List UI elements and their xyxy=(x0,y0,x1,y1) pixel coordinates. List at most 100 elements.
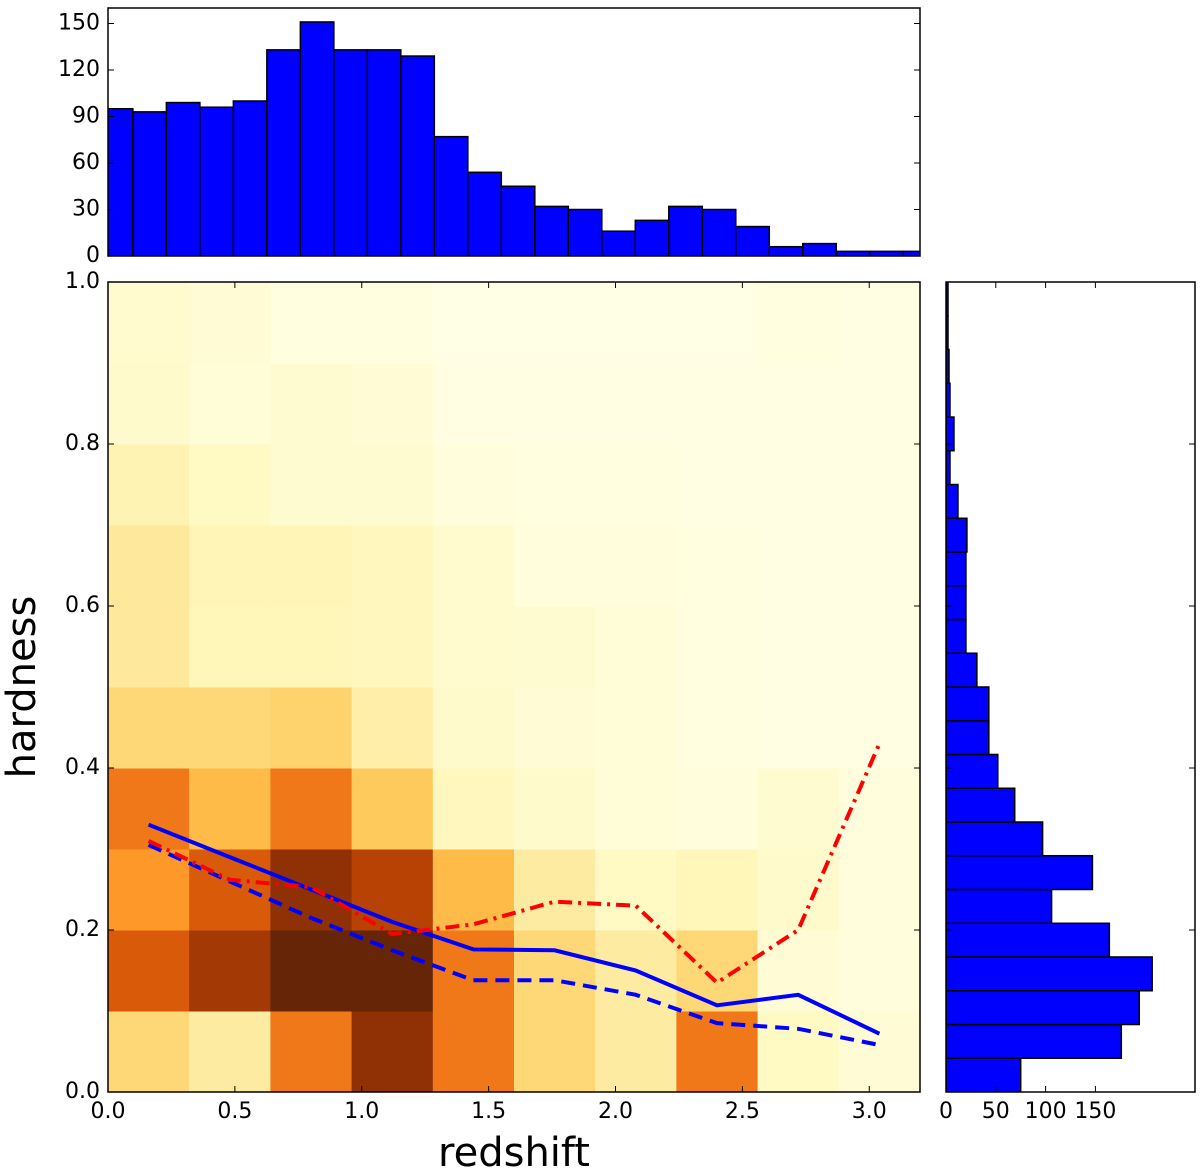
heatmap-cell xyxy=(351,282,434,364)
heatmap-cell xyxy=(108,606,190,688)
heatmap-cell xyxy=(757,687,840,769)
heatmap-cell xyxy=(757,282,840,364)
heatmap-cell xyxy=(838,444,920,526)
histogram-bar xyxy=(946,686,990,722)
heatmap-cell xyxy=(351,363,434,445)
histogram-bar xyxy=(668,205,704,256)
heatmap-cell xyxy=(189,849,271,931)
heatmap-cell xyxy=(189,525,271,607)
histogram-bar xyxy=(366,49,402,256)
heatmap-cell xyxy=(108,930,190,1012)
heatmap-cell xyxy=(108,1011,190,1092)
heatmap-cell xyxy=(432,849,515,931)
histogram-bar xyxy=(946,888,1053,925)
heatmap-cell xyxy=(351,606,434,688)
x-tick-label: 0.5 xyxy=(217,1099,252,1124)
heatmap-cell xyxy=(838,1011,920,1092)
histogram-bar xyxy=(534,205,570,256)
heatmap-cell xyxy=(514,363,596,445)
heatmap-cell xyxy=(595,606,677,688)
heatmap-cell xyxy=(108,849,190,931)
heatmap-cell xyxy=(432,363,515,445)
x-tick-label: 150 xyxy=(1074,1099,1116,1124)
heatmap-cell xyxy=(838,930,920,1012)
heatmap-cell xyxy=(270,768,353,850)
y-tick-label: 0.6 xyxy=(65,593,100,618)
heatmap-cell xyxy=(514,768,596,850)
heatmap-cell xyxy=(676,282,759,364)
histogram-bar xyxy=(946,1023,1123,1059)
heatmap-cell xyxy=(108,525,190,607)
histogram-bar xyxy=(266,49,302,256)
histogram-bar xyxy=(946,753,999,790)
histogram-bar xyxy=(433,135,469,256)
heatmap-cell xyxy=(108,687,190,769)
histogram-bar xyxy=(946,922,1111,958)
y-tick-label: 0.4 xyxy=(65,755,100,780)
heatmap-cell xyxy=(757,768,840,850)
heatmap-cell xyxy=(595,525,677,607)
histogram-bar xyxy=(902,250,920,256)
histogram-bar xyxy=(108,108,134,256)
histogram-bar xyxy=(634,219,670,256)
x-tick-label: 100 xyxy=(1025,1099,1067,1124)
heatmap-cell xyxy=(676,849,759,931)
plot-area xyxy=(946,282,1153,1092)
heatmap-cell xyxy=(595,768,677,850)
y-tick-label: 1.0 xyxy=(65,269,100,294)
plot-area xyxy=(108,282,920,1092)
histogram-bar xyxy=(768,245,804,256)
y-tick-label: 150 xyxy=(58,11,100,36)
heatmap-cell xyxy=(432,444,515,526)
histogram-bar xyxy=(946,551,967,587)
heatmap-cell xyxy=(351,1011,434,1092)
heatmap-cell xyxy=(432,687,515,769)
heatmap-cell xyxy=(595,444,677,526)
heatmap-cell xyxy=(270,1011,353,1092)
histogram-bar xyxy=(946,854,1094,891)
heatmap-cell xyxy=(351,687,434,769)
heatmap-cell xyxy=(108,444,190,526)
heatmap-cell xyxy=(514,1011,596,1092)
heatmap-cell xyxy=(757,525,840,607)
line-series xyxy=(147,742,882,986)
heatmap-cell xyxy=(270,282,353,364)
y-tick-label: 60 xyxy=(72,150,100,175)
heatmap-cell xyxy=(351,930,434,1012)
histogram-bar xyxy=(946,618,967,654)
histogram-bar xyxy=(946,517,968,553)
heatmap-cell xyxy=(676,687,759,769)
heatmap-cell xyxy=(270,606,353,688)
line-series xyxy=(147,843,880,1047)
heatmap-cell xyxy=(838,363,920,445)
heatmap-cell xyxy=(676,930,759,1012)
histogram-bar xyxy=(567,208,603,256)
histogram-bar xyxy=(333,49,369,256)
y-axis-label: hardness xyxy=(0,596,45,779)
heatmap-cell xyxy=(838,849,920,931)
axes-frame xyxy=(107,7,921,257)
x-tick-label: 0 xyxy=(939,1099,953,1124)
heatmap-cell xyxy=(514,525,596,607)
heatmap-cell xyxy=(757,1011,840,1092)
heatmap-cell xyxy=(270,444,353,526)
histogram-bar xyxy=(946,720,990,756)
heatmap-cell xyxy=(432,768,515,850)
y-tick-label: 90 xyxy=(72,104,100,129)
heatmap-cell xyxy=(189,687,271,769)
x-axis-label: redshift xyxy=(438,1130,590,1176)
heatmap-cell xyxy=(514,444,596,526)
heatmap-cell xyxy=(108,363,190,445)
y-tick-label: 0 xyxy=(86,243,100,268)
histogram-bar xyxy=(701,208,737,256)
heatmap-cell xyxy=(270,687,353,769)
heatmap-cell xyxy=(189,606,271,688)
heatmap-cell xyxy=(432,930,515,1012)
histogram-bar xyxy=(946,821,1044,857)
heatmap-cell xyxy=(189,282,271,364)
heatmap-cell xyxy=(514,687,596,769)
heatmap-cell xyxy=(838,606,920,688)
heatmap-cell xyxy=(676,525,759,607)
line-series xyxy=(147,822,881,1036)
